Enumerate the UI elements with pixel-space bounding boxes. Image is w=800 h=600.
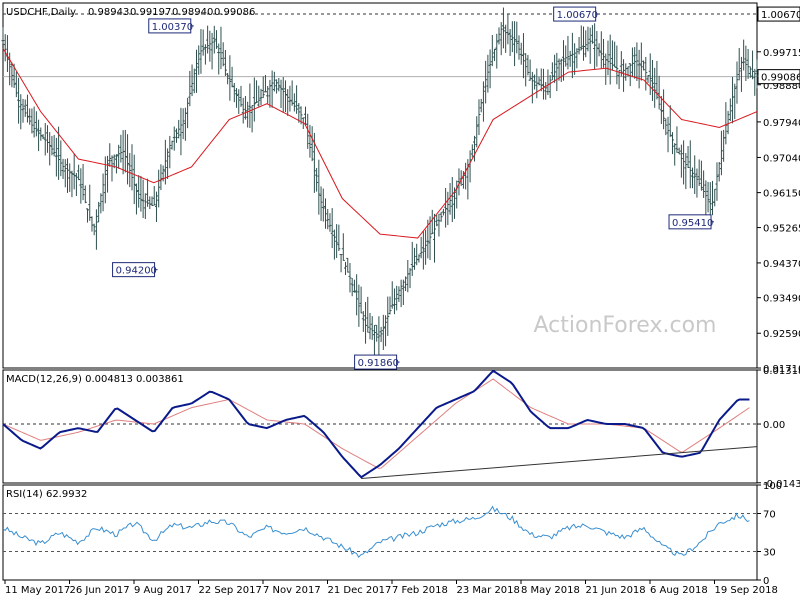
ohlc-open: 0.98943 xyxy=(88,7,129,18)
ohlc-high: 0.99197 xyxy=(130,7,171,18)
resistance-label: 1.00670 xyxy=(761,10,800,21)
x-tick-label: 7 Nov 2017 xyxy=(263,585,321,596)
x-tick-label: 21 Dec 2017 xyxy=(328,585,392,596)
last-price-label: 0.99086 xyxy=(761,73,800,84)
x-tick-label: 6 Aug 2018 xyxy=(650,585,708,596)
macd-y-tick-label: -0.014339 xyxy=(763,479,800,490)
rsi-line xyxy=(2,505,750,558)
moving-average-line xyxy=(2,48,758,239)
resistance-label-box xyxy=(757,6,800,22)
x-tick-label: 21 Jun 2018 xyxy=(586,585,646,596)
annotation-label: 1.00370 xyxy=(152,22,193,33)
rsi-y-tick-label: 70 xyxy=(763,510,776,521)
macd-line xyxy=(2,369,750,479)
rsi-frame xyxy=(2,484,758,581)
rsi-panel: 100 70 30 0 RSI(14) 62.9932 xyxy=(2,481,782,587)
macd-trendline xyxy=(361,446,758,480)
ohlc-close: 0.99086 xyxy=(214,7,255,18)
annotation-label: 0.95410 xyxy=(672,218,713,229)
rsi-y-tick-label: 100 xyxy=(763,481,782,492)
macd-y-tick-label: 0.00 xyxy=(763,420,785,431)
price-y-tick-label: 0.91710 xyxy=(763,364,800,375)
price-bars xyxy=(1,7,759,361)
watermark-text: ActionForex.com xyxy=(534,313,717,338)
x-tick-label: 8 May 2018 xyxy=(521,585,580,596)
macd-title: MACD(12,26,9) 0.004813 0.003861 xyxy=(6,374,184,385)
x-axis: 11 May 2017 26 Jun 2017 9 Aug 2017 22 Sep 2… xyxy=(4,580,778,596)
rsi-y-tick-label: 0 xyxy=(763,576,769,587)
macd-y-tick-label: 0.013184 xyxy=(763,366,800,377)
annotation-label: 0.91860 xyxy=(358,358,399,369)
macd-panel: 0.013184 0.00 -0.014339 MACD(12,26,9) 0.004… xyxy=(2,366,800,490)
ohlc-low: 0.98940 xyxy=(172,7,213,18)
last-price-label-box xyxy=(757,69,800,85)
rsi-title: RSI(14) 62.9932 xyxy=(6,489,87,500)
annotation-label: 1.00670 xyxy=(557,10,598,21)
rsi-y-tick-label: 30 xyxy=(763,548,776,559)
x-tick-label: 11 May 2017 xyxy=(5,585,70,596)
x-tick-label: 19 Sep 2018 xyxy=(715,585,778,596)
x-tick-label: 26 Jun 2017 xyxy=(70,585,130,596)
x-tick-label: 22 Sep 2017 xyxy=(199,585,262,596)
price-y-tick-label: 0.95265 xyxy=(763,224,800,235)
x-tick-label: 7 Feb 2018 xyxy=(392,585,448,596)
x-tick-label: 23 Mar 2018 xyxy=(457,585,520,596)
price-y-tick-label: 0.99715 xyxy=(763,48,800,59)
price-title: USDCHF,Daily xyxy=(6,7,76,18)
annotation-label: 0.94200 xyxy=(116,266,157,277)
x-tick-label: 9 Aug 2017 xyxy=(134,585,192,596)
price-frame xyxy=(2,2,758,369)
